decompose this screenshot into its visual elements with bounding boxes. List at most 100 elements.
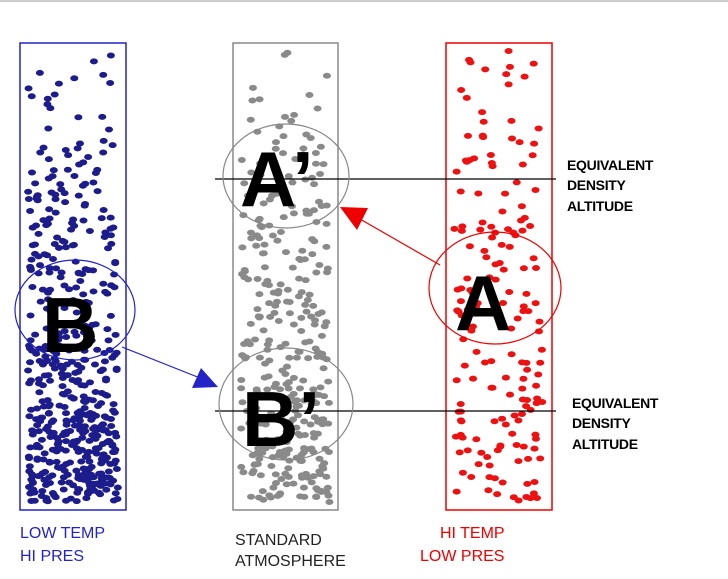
molecule [472, 436, 480, 442]
molecule [32, 416, 40, 422]
molecule [26, 208, 34, 214]
molecule [478, 109, 486, 115]
molecule [257, 472, 265, 478]
molecule [101, 234, 109, 240]
molecule [289, 265, 297, 271]
molecule [513, 442, 521, 448]
molecule [103, 326, 111, 332]
molecule [111, 259, 119, 265]
molecule [316, 171, 324, 177]
column-label: HI PRES [20, 548, 84, 565]
molecule [522, 494, 530, 500]
molecule [33, 196, 41, 202]
molecule [462, 158, 470, 164]
molecule [102, 376, 110, 382]
molecule [91, 449, 99, 455]
molecule [98, 215, 106, 221]
molecule [86, 228, 94, 234]
molecule [494, 447, 502, 453]
molecule [62, 438, 70, 444]
molecule [75, 270, 83, 276]
molecule [101, 413, 109, 419]
molecule [324, 379, 332, 385]
molecule [530, 141, 538, 147]
molecule [457, 417, 465, 423]
molecule [300, 494, 308, 500]
molecule [35, 376, 43, 382]
molecule [282, 249, 290, 255]
molecule [71, 370, 79, 376]
molecule [457, 189, 465, 195]
molecule [523, 481, 531, 487]
molecule [508, 135, 516, 141]
molecule [480, 248, 488, 254]
molecule [286, 299, 294, 305]
molecule [467, 59, 475, 65]
letter: A [455, 259, 511, 347]
molecule [24, 368, 32, 374]
molecule [81, 405, 89, 411]
molecule [40, 145, 48, 151]
molecule [55, 245, 63, 251]
molecule [107, 215, 115, 221]
molecule [519, 308, 527, 314]
molecule [105, 468, 113, 474]
molecule [255, 495, 263, 501]
molecule [46, 378, 54, 384]
molecule [298, 472, 306, 478]
molecule [501, 191, 509, 197]
molecule [104, 337, 112, 343]
molecule [269, 485, 277, 491]
molecule [464, 447, 472, 453]
arrow [360, 219, 440, 265]
molecule [305, 92, 313, 98]
molecule [261, 264, 269, 270]
molecule [84, 450, 92, 456]
molecule [450, 226, 458, 232]
molecule [50, 167, 58, 173]
molecule [70, 173, 78, 179]
molecule [87, 417, 95, 423]
molecule [69, 417, 77, 423]
molecule [531, 446, 539, 452]
molecule [90, 58, 98, 64]
molecule [466, 243, 474, 249]
molecule [62, 410, 70, 416]
molecule [100, 207, 108, 213]
molecule [535, 125, 543, 131]
molecule [309, 303, 317, 309]
molecule [531, 479, 539, 485]
molecule [499, 480, 507, 486]
molecule [300, 485, 308, 491]
molecule [85, 438, 93, 444]
molecule [32, 223, 40, 229]
molecule [457, 401, 465, 407]
molecule [75, 161, 83, 167]
molecule [81, 201, 89, 207]
molecule [506, 244, 514, 250]
molecule [455, 409, 463, 415]
molecule [534, 372, 542, 378]
molecule [42, 426, 50, 432]
molecule [28, 284, 36, 290]
molecule [41, 450, 49, 456]
molecule [272, 471, 280, 477]
molecule [283, 481, 291, 487]
molecule [456, 449, 464, 455]
molecule [498, 209, 506, 215]
molecule [256, 96, 264, 102]
molecule [464, 133, 472, 139]
molecule [536, 360, 544, 366]
molecule [535, 319, 543, 325]
arrow-head [340, 207, 368, 230]
molecule [61, 199, 69, 205]
molecule [84, 154, 92, 160]
molecule [31, 332, 39, 338]
molecule [75, 486, 83, 492]
molecule [45, 411, 53, 417]
molecule [110, 401, 118, 407]
molecule [518, 228, 526, 234]
molecule [60, 239, 68, 245]
molecule [106, 80, 114, 86]
molecule [283, 364, 291, 370]
